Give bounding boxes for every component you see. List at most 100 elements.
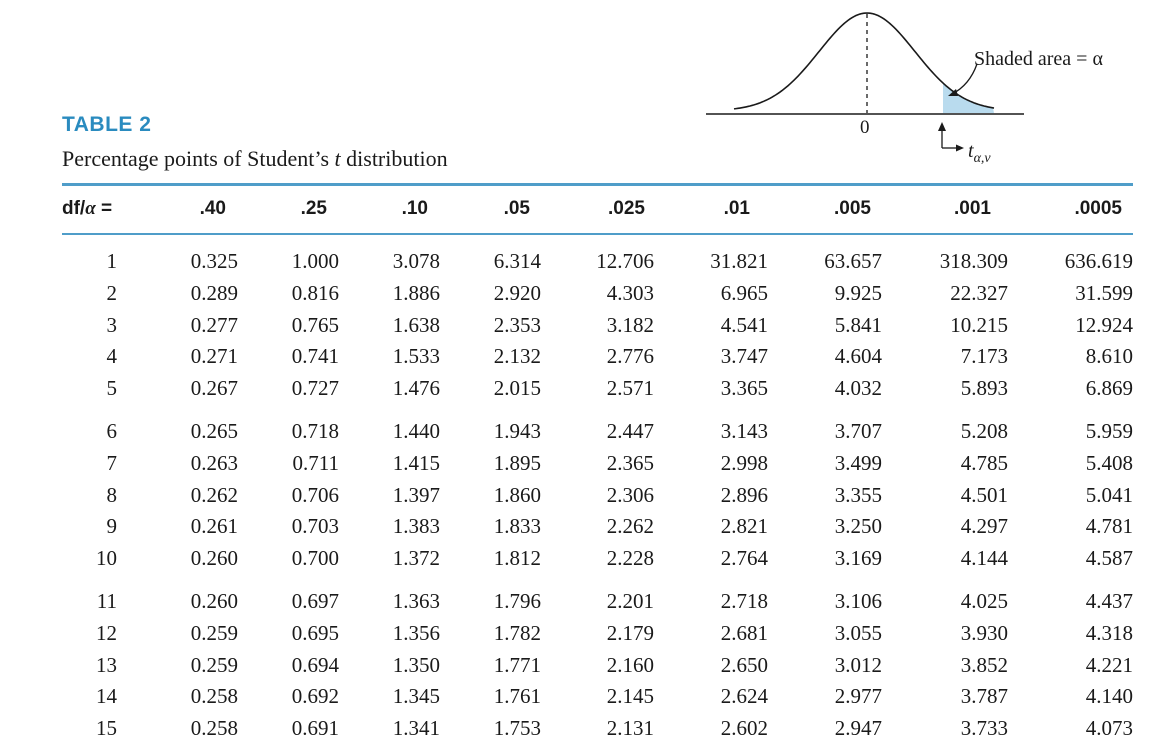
value-cell: 1.415 <box>392 450 440 475</box>
value-cell: 1.943 <box>493 419 541 443</box>
value-cell: 0.706 <box>291 482 339 507</box>
value-cell: 1.341 <box>392 716 440 741</box>
value-cell: 3.747 <box>720 344 768 369</box>
value-cell: 0.262 <box>190 482 238 507</box>
value-cell: 2.947 <box>834 716 882 741</box>
value-cell: 2.306 <box>606 482 654 507</box>
value-cell: 4.144 <box>960 546 1008 571</box>
value-cell: 2.132 <box>493 344 541 369</box>
value-cell: 4.318 <box>1085 620 1133 645</box>
t-symbol: t <box>968 140 974 162</box>
value-cell: 0.258 <box>190 716 238 741</box>
value-cell: 0.697 <box>291 589 339 613</box>
value-cell: 1.753 <box>493 716 541 741</box>
value-cell: 0.260 <box>190 589 238 613</box>
df-cell: 11 <box>96 589 117 613</box>
value-cell: 2.821 <box>720 514 768 539</box>
value-cell: 3.250 <box>834 514 882 539</box>
value-cell: 3.182 <box>606 312 654 337</box>
value-cell: 7.173 <box>960 344 1008 369</box>
value-cell: 8.610 <box>1085 344 1133 369</box>
value-cell: 1.771 <box>493 652 541 677</box>
value-cell: 1.796 <box>493 589 541 613</box>
value-cell: 3.355 <box>834 482 882 507</box>
header-df-alpha: df/α = <box>62 198 112 220</box>
value-cell: 2.764 <box>720 546 768 571</box>
t-subscript: α,ν <box>973 151 991 166</box>
value-cell: 0.271 <box>190 344 238 369</box>
value-cell: 2.977 <box>834 684 882 709</box>
value-cell: 1.812 <box>493 546 541 571</box>
value-cell: 12.706 <box>596 249 654 273</box>
df-cell: 9 <box>106 514 118 539</box>
value-cell: 10.215 <box>950 312 1008 337</box>
value-cell: 4.781 <box>1085 514 1133 539</box>
value-cell: 1.363 <box>392 589 440 613</box>
value-cell: 2.262 <box>606 514 654 539</box>
value-cell: 5.841 <box>834 312 882 337</box>
header-alpha-5: .01 <box>723 198 750 219</box>
value-cell: 2.718 <box>720 589 768 613</box>
value-cell: 2.160 <box>606 652 654 677</box>
table-caption: Percentage points of Student’s t distrib… <box>62 146 448 172</box>
value-cell: 5.208 <box>960 419 1008 443</box>
header-alpha-7: .001 <box>954 198 991 219</box>
caption-text-pre: Percentage points of Student’s <box>62 146 335 171</box>
value-cell: 1.356 <box>392 620 440 645</box>
df-cell: 7 <box>106 450 118 475</box>
shaded-area-label: Shaded area = α <box>974 48 1103 70</box>
table-label: TABLE 2 <box>62 113 152 136</box>
df-cell: 1 <box>106 249 118 273</box>
value-cell: 4.297 <box>960 514 1008 539</box>
value-cell: 2.681 <box>720 620 768 645</box>
value-cell: 3.930 <box>960 620 1008 645</box>
value-cell: 1.350 <box>392 652 440 677</box>
value-cell: 4.785 <box>960 450 1008 475</box>
value-cell: 4.025 <box>960 589 1008 613</box>
value-cell: 1.000 <box>291 249 339 273</box>
header-df: df/ <box>62 198 86 219</box>
value-cell: 2.201 <box>606 589 654 613</box>
value-cell: 6.314 <box>493 249 541 273</box>
df-cell: 2 <box>106 280 118 305</box>
df-cell: 4 <box>106 344 118 369</box>
value-cell: 0.258 <box>190 684 238 709</box>
value-cell: 0.259 <box>190 652 238 677</box>
df-cell: 13 <box>96 652 117 677</box>
value-cell: 4.587 <box>1085 546 1133 571</box>
value-cell: 5.408 <box>1085 450 1133 475</box>
value-cell: 3.055 <box>834 620 882 645</box>
value-cell: 3.143 <box>720 419 768 443</box>
table-top-rule <box>62 183 1133 186</box>
value-cell: 4.032 <box>834 376 882 401</box>
value-cell: 3.707 <box>834 419 882 443</box>
value-cell: 1.476 <box>392 376 440 401</box>
value-cell: 4.501 <box>960 482 1008 507</box>
header-alpha-4: .025 <box>608 198 645 219</box>
t-critical-arrowhead-up <box>938 122 946 131</box>
value-cell: 0.741 <box>291 344 339 369</box>
value-cell: 2.447 <box>606 419 654 443</box>
value-cell: 1.533 <box>392 344 440 369</box>
value-cell: 1.782 <box>493 620 541 645</box>
header-equals: = <box>95 198 113 219</box>
value-cell: 0.694 <box>291 652 339 677</box>
value-cell: 2.365 <box>606 450 654 475</box>
value-cell: 1.761 <box>493 684 541 709</box>
value-cell: 4.437 <box>1085 589 1133 613</box>
value-cell: 0.260 <box>190 546 238 571</box>
df-cell: 14 <box>96 684 117 709</box>
value-cell: 63.657 <box>824 249 882 273</box>
value-cell: 4.604 <box>834 344 882 369</box>
value-cell: 0.718 <box>291 419 339 443</box>
caption-text-post: distribution <box>340 146 448 171</box>
value-cell: 0.727 <box>291 376 339 401</box>
value-cell: 3.106 <box>834 589 882 613</box>
value-cell: 3.499 <box>834 450 882 475</box>
value-cell: 5.041 <box>1085 482 1133 507</box>
value-cell: 1.895 <box>493 450 541 475</box>
value-cell: 0.259 <box>190 620 238 645</box>
value-cell: 2.131 <box>606 716 654 741</box>
table-header-rule <box>62 233 1133 235</box>
value-cell: 1.440 <box>392 419 440 443</box>
